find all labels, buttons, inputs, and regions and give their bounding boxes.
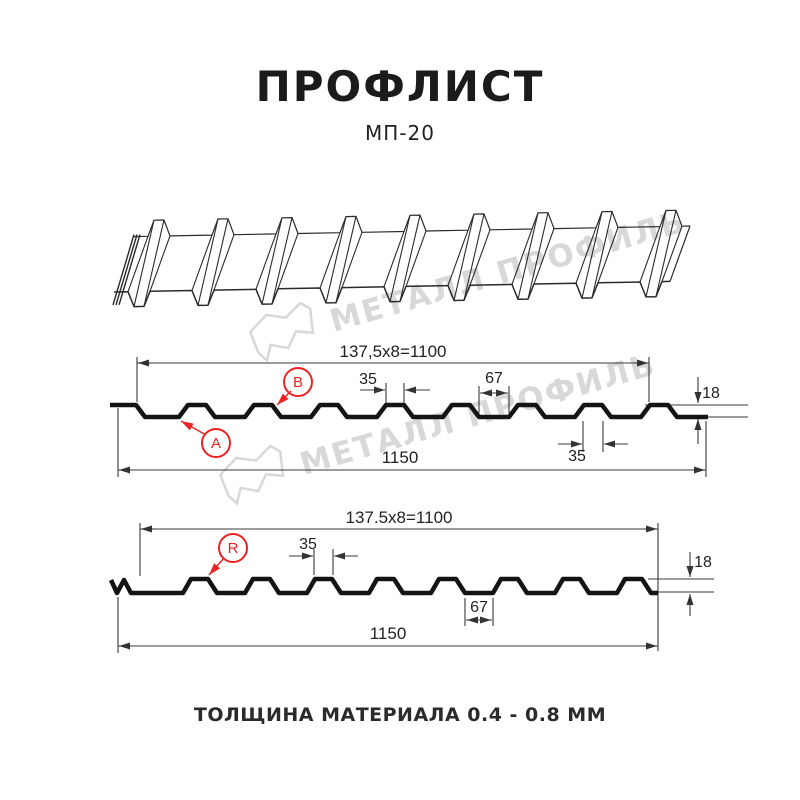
diagram2-dimensions (117, 523, 714, 653)
diagram1-dimensions (117, 357, 748, 477)
dim-height-1: 18 (702, 385, 720, 402)
callout-a: A (201, 428, 231, 458)
dim-rib-top-1: 35 (359, 371, 377, 388)
dim-rib-top-2: 35 (299, 536, 317, 553)
dim-height-2: 18 (694, 554, 712, 571)
dim-rib-bottom-1: 35 (568, 448, 586, 465)
profile-3d-view (112, 209, 691, 308)
dim-pitch-total-2: 137.5x8=1100 (345, 508, 453, 527)
profile-cross-section-1 (110, 402, 708, 420)
page-subtitle: МП-20 (365, 121, 435, 145)
callout-r: R (218, 533, 248, 563)
dim-total-width-1: 1150 (381, 448, 419, 467)
dim-total-width-2: 1150 (369, 624, 407, 643)
profile-cross-section-2 (108, 576, 658, 596)
material-thickness-note: ТОЛЩИНА МАТЕРИАЛА 0.4 - 0.8 ММ (193, 704, 607, 726)
dim-valley-2: 67 (470, 599, 488, 616)
dim-pitch-total-1: 137,5x8=1100 (339, 342, 447, 361)
callout-b: B (283, 367, 313, 397)
page-title: ПРОФЛИСТ (255, 62, 545, 111)
dim-valley-1: 67 (485, 370, 503, 387)
